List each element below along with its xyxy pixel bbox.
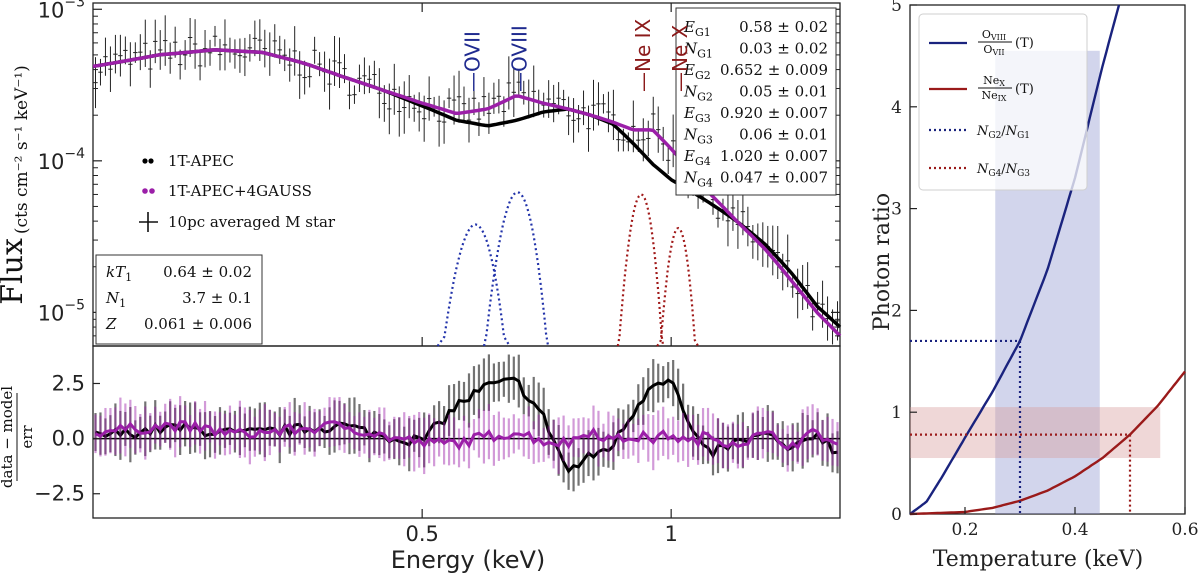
ratio-y-tick-label: 1 xyxy=(891,403,902,423)
param-label-e-g1: EG1 xyxy=(683,18,711,39)
param-label-n-g2: NG2 xyxy=(683,83,713,104)
legend-oxygen-den: OVII xyxy=(983,43,1004,57)
param-value: 0.03 ± 0.02 xyxy=(739,40,828,58)
ratio-y-tick-label: 0 xyxy=(891,505,902,525)
legend-oxygen-suffix: (T) xyxy=(1015,36,1034,51)
ratio-x-tick-label: 0.4 xyxy=(1061,520,1088,540)
svg-text:Flux(cts cm⁻² s⁻¹ keV⁻¹): Flux (cts cm⁻² s⁻¹ keV⁻¹) xyxy=(0,65,32,305)
line-annotation-ovii: —OVII xyxy=(461,31,485,92)
residual-panel-frame xyxy=(92,345,841,519)
param-value: 3.7 ± 0.1 xyxy=(182,289,252,307)
legend-marker-apec-gauss xyxy=(142,188,148,194)
residual-y-tick-label: 2.5 xyxy=(52,371,85,395)
temperature-axis-label: Temperature (keV) xyxy=(933,547,1144,572)
residual-label-numerator: data − model xyxy=(0,386,16,488)
param-label-n-g3: NG3 xyxy=(683,126,713,147)
param-value: 0.05 ± 0.01 xyxy=(739,83,828,101)
legend-label-apec: 1T-APEC xyxy=(168,152,234,170)
param-label-z: Z xyxy=(105,315,117,333)
ratio-band-neon xyxy=(910,407,1161,459)
ratio-x-tick-label: 0.2 xyxy=(951,520,978,540)
spectrum-y-tick-label: 10−4 xyxy=(38,146,85,174)
legend-label-mstar: 10pc averaged M star xyxy=(168,213,336,231)
flux-label: Flux xyxy=(0,238,30,305)
param-label-e-g2: EG2 xyxy=(683,61,711,82)
gaussian-g4 xyxy=(656,226,700,347)
legend-oxygen-num: OVIII xyxy=(982,28,1006,42)
ratio-x-tick-label: 0.6 xyxy=(1171,520,1198,540)
param-label-e-g4: EG4 xyxy=(683,147,711,168)
residual-y-tick-label: 0.0 xyxy=(52,427,85,451)
param-value: 0.64 ± 0.02 xyxy=(163,263,252,281)
photon-ratio-y-label: Photon ratio xyxy=(870,193,895,331)
ratio-legend-box xyxy=(918,13,1088,191)
param-value: 0.920 ± 0.007 xyxy=(720,104,828,122)
line-annotation-ne-ix: —Ne IX xyxy=(631,18,655,92)
ratio-panel-frame xyxy=(909,4,1186,515)
residual-label-denominator: err xyxy=(18,425,36,449)
param-value: 0.047 ± 0.007 xyxy=(720,169,828,187)
ratio-y-tick-label: 5 xyxy=(891,0,902,16)
legend-neon-den: NeIX xyxy=(982,89,1007,103)
photon-ratio-y-label-wrap: Photon ratio xyxy=(870,193,895,331)
spectrum-y-tick-label: 10−5 xyxy=(38,297,85,325)
flux-units: (cts cm⁻² s⁻¹ keV⁻¹) xyxy=(12,65,32,234)
param-value: 0.06 ± 0.01 xyxy=(739,126,828,144)
ratio-y-tick-label: 2 xyxy=(891,301,902,321)
param-label-e-g3: EG3 xyxy=(683,104,711,125)
ratio-y-tick-label: 3 xyxy=(891,200,902,220)
gaussian-g1 xyxy=(436,223,511,347)
param-label-n: N1 xyxy=(105,289,126,310)
ratio-legend: OVIII OVII (T) NeX NeIX (T) NG2/NG1 NG4/… xyxy=(929,28,1034,179)
spectrum-legend: 1T-APEC 1T-APEC+4GAUSS 10pc averaged M s… xyxy=(139,152,336,232)
spectrum-y-axis-label: Flux (cts cm⁻² s⁻¹ keV⁻¹) xyxy=(0,65,32,305)
param-label-n-g1: NG1 xyxy=(683,40,713,61)
param-value: 0.061 ± 0.006 xyxy=(144,315,252,333)
legend-neon-num: NeX xyxy=(983,74,1005,88)
series-apec-gauss-model xyxy=(92,48,842,338)
param-label-kt: kT1 xyxy=(106,263,132,284)
param-value: 0.58 ± 0.02 xyxy=(739,18,828,36)
line-annotation-oviii: —OVIII xyxy=(508,25,532,92)
line-annotation-ne-x: —Ne X xyxy=(668,24,692,92)
legend-marker-cross xyxy=(139,212,158,232)
legend-marker-apec xyxy=(142,158,148,164)
spectrum-y-tick-label: 10−3 xyxy=(38,0,85,22)
gaussian-g3 xyxy=(616,193,665,347)
legend-ng4-ng3: NG4/NG3 xyxy=(976,162,1030,179)
param-label-n-g4: NG4 xyxy=(683,169,713,190)
ratio-curve-neon xyxy=(909,370,1186,516)
residual-series-apec-gauss xyxy=(94,419,839,451)
energy-x-tick-label: 1 xyxy=(664,522,677,546)
legend-ng2-ng1: NG2/NG1 xyxy=(976,124,1030,141)
param-value: 0.652 ± 0.009 xyxy=(720,61,828,79)
left-parameter-box xyxy=(95,254,263,345)
energy-x-tick-label: 0.5 xyxy=(405,522,438,546)
residual-y-axis-label: data − model err xyxy=(0,386,36,488)
ratio-y-tick-label: 4 xyxy=(891,98,902,118)
energy-axis-label: Energy (keV) xyxy=(391,546,546,574)
residual-y-tick-label: −2.5 xyxy=(34,482,85,506)
param-value: 1.020 ± 0.007 xyxy=(720,147,828,165)
legend-neon-suffix: (T) xyxy=(1015,82,1034,97)
right-parameter-box xyxy=(675,7,837,196)
legend-label-apec-gauss: 1T-APEC+4GAUSS xyxy=(168,182,312,200)
